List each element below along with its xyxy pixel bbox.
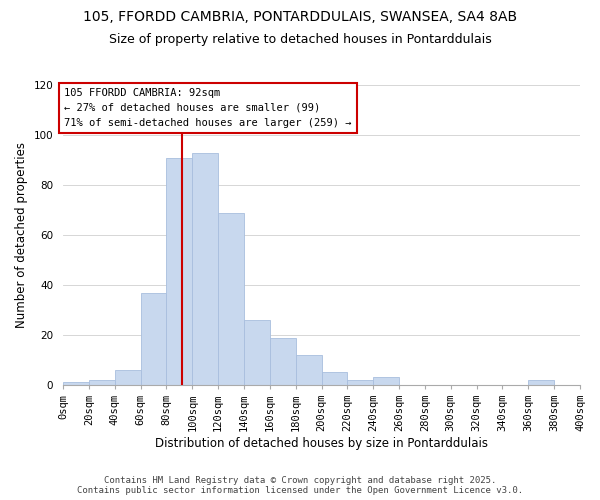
Text: Contains HM Land Registry data © Crown copyright and database right 2025.
Contai: Contains HM Land Registry data © Crown c… xyxy=(77,476,523,495)
Bar xyxy=(192,153,218,385)
Bar xyxy=(63,382,89,385)
Bar xyxy=(322,372,347,385)
Bar xyxy=(218,213,244,385)
Bar xyxy=(89,380,115,385)
Text: Size of property relative to detached houses in Pontarddulais: Size of property relative to detached ho… xyxy=(109,32,491,46)
Bar xyxy=(115,370,140,385)
Bar xyxy=(166,158,192,385)
Bar xyxy=(296,355,322,385)
Text: 105, FFORDD CAMBRIA, PONTARDDULAIS, SWANSEA, SA4 8AB: 105, FFORDD CAMBRIA, PONTARDDULAIS, SWAN… xyxy=(83,10,517,24)
Bar xyxy=(347,380,373,385)
Bar xyxy=(373,378,399,385)
X-axis label: Distribution of detached houses by size in Pontarddulais: Distribution of detached houses by size … xyxy=(155,437,488,450)
Text: 105 FFORDD CAMBRIA: 92sqm
← 27% of detached houses are smaller (99)
71% of semi-: 105 FFORDD CAMBRIA: 92sqm ← 27% of detac… xyxy=(64,88,352,128)
Bar xyxy=(140,292,166,385)
Bar xyxy=(270,338,296,385)
Bar xyxy=(244,320,270,385)
Bar xyxy=(529,380,554,385)
Y-axis label: Number of detached properties: Number of detached properties xyxy=(15,142,28,328)
